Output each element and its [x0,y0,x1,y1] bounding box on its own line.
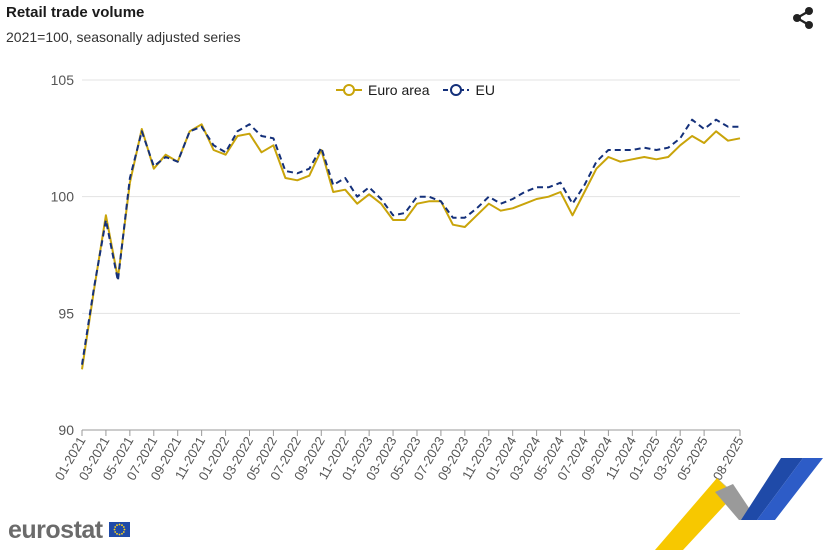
y-axis: 90 95 100 105 [51,72,75,438]
y-tick-label: 100 [51,189,75,205]
decorative-ribbon [655,458,823,550]
chart-subtitle: 2021=100, seasonally adjusted series [6,29,241,45]
legend-item-eu[interactable]: EU [443,82,495,98]
x-axis: 01-202103-202105-202107-202109-202111-20… [52,430,747,483]
y-tick-label: 105 [51,72,75,88]
chart-title: Retail trade volume [6,4,145,21]
series-lines [81,118,741,370]
share-icon[interactable] [790,6,816,30]
y-tick-label: 95 [58,305,74,321]
legend-item-euro-area[interactable]: Euro area [336,82,429,98]
eurostat-logo: eurostat [8,516,103,544]
legend: Euro area EU [336,82,495,98]
legend-marker-eu [443,84,470,96]
legend-label-eu: EU [475,82,495,98]
grid [82,79,740,431]
legend-marker-euro-area [336,84,362,96]
series-line-euro-area[interactable] [81,123,741,370]
eu-flag-icon [109,522,130,537]
y-tick-label: 90 [58,422,74,438]
legend-label-euro-area: Euro area [368,82,430,98]
series-line-eu[interactable] [81,118,740,365]
